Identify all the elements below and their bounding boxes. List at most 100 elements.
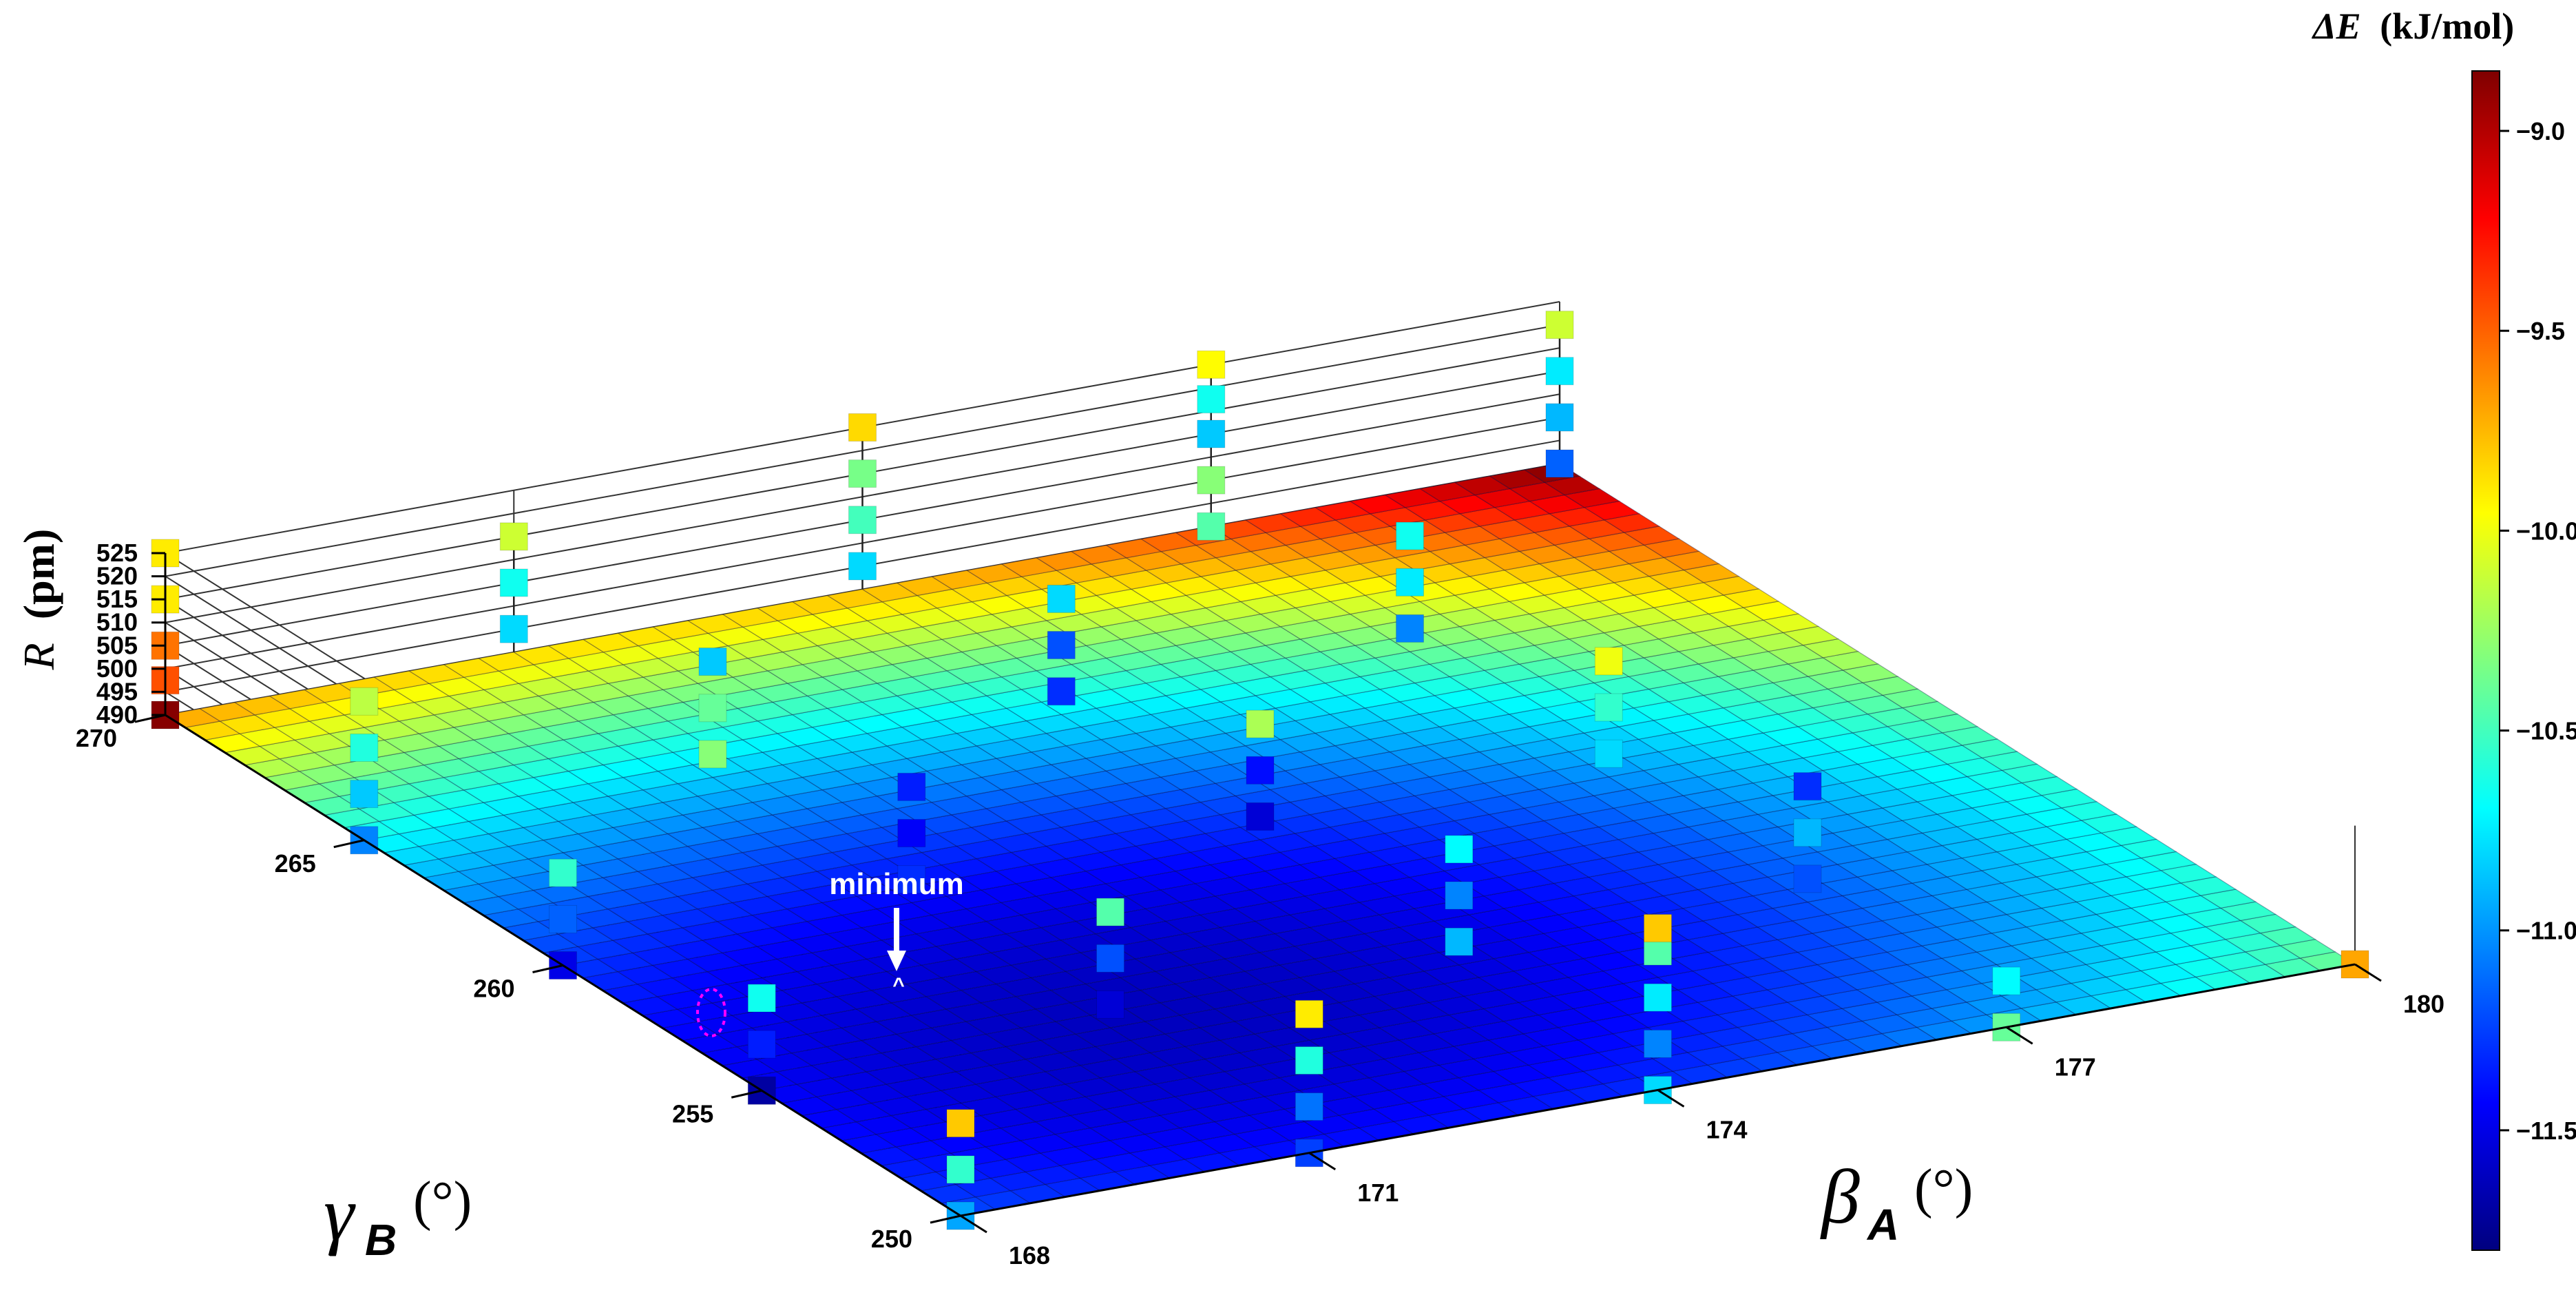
colorbar-tick-label: −10.5 bbox=[2516, 717, 2576, 745]
z-tick-label: 525 bbox=[96, 539, 138, 567]
data-point bbox=[350, 780, 379, 809]
minimum-marker: ^ bbox=[892, 974, 905, 997]
data-point bbox=[350, 687, 379, 716]
minimum-annotation: minimum ^ bbox=[829, 867, 964, 997]
data-point bbox=[1197, 466, 1226, 495]
minimum-label: minimum bbox=[829, 867, 964, 901]
data-point bbox=[897, 865, 926, 894]
z-tick-label: 490 bbox=[96, 701, 138, 729]
data-point bbox=[1545, 311, 1574, 340]
y-tick-mark bbox=[532, 964, 563, 973]
minimum-arrowhead bbox=[887, 951, 906, 971]
data-point bbox=[1545, 403, 1574, 432]
data-point bbox=[1445, 835, 1474, 864]
data-point bbox=[848, 552, 877, 581]
y-axis-subscript: B bbox=[365, 1215, 397, 1265]
y-tick-mark bbox=[333, 839, 365, 849]
colorbar-gradient bbox=[2471, 70, 2500, 1251]
x-tick-mark bbox=[1657, 1089, 1685, 1108]
x-tick-mark bbox=[960, 1214, 987, 1234]
data-point bbox=[1096, 990, 1124, 1019]
z-tick-label: 510 bbox=[96, 608, 138, 636]
data-point bbox=[698, 740, 727, 769]
colorbar-tick-label: −9.5 bbox=[2516, 317, 2565, 345]
x-tick-label: 180 bbox=[2403, 990, 2444, 1018]
colorbar-tick-label: −10.0 bbox=[2516, 517, 2576, 545]
data-point bbox=[1246, 709, 1275, 738]
y-tick-label: 270 bbox=[76, 724, 117, 752]
axes: 1681711741771802502552602652704904955005… bbox=[76, 539, 2444, 1269]
data-point bbox=[1644, 914, 1672, 942]
x-axis-subscript: A bbox=[1866, 1200, 1899, 1250]
y-tick-label: 265 bbox=[275, 849, 316, 878]
data-point bbox=[1445, 927, 1474, 956]
data-point bbox=[1992, 966, 2021, 995]
data-point bbox=[1396, 614, 1424, 643]
x-tick-label: 177 bbox=[2055, 1053, 2096, 1081]
y-tick-mark bbox=[134, 714, 166, 723]
data-point bbox=[1594, 739, 1623, 768]
data-point bbox=[897, 819, 926, 847]
data-point bbox=[499, 568, 528, 597]
svg-text:R (pm): R (pm) bbox=[14, 529, 63, 671]
data-point bbox=[1396, 521, 1424, 550]
data-point bbox=[1594, 693, 1623, 722]
x-axis-unit: (°) bbox=[1914, 1159, 1973, 1219]
colorbar-ticks: −9.0 −9.5 −10.0 −10.5 −11.0 −11.5 bbox=[2500, 117, 2576, 1145]
data-point bbox=[946, 1109, 975, 1138]
data-point bbox=[1096, 898, 1124, 926]
colorbar-symbol: ΔE bbox=[2312, 6, 2361, 47]
y-tick-label: 260 bbox=[473, 975, 514, 1003]
data-point bbox=[1295, 1092, 1323, 1121]
data-point bbox=[1246, 802, 1275, 831]
data-point bbox=[747, 1030, 776, 1059]
x-tick-label: 171 bbox=[1357, 1179, 1399, 1207]
colorbar-tick-label: −11.0 bbox=[2516, 917, 2576, 945]
data-point bbox=[1644, 983, 1672, 1012]
data-point bbox=[1396, 568, 1424, 597]
energy-surface bbox=[164, 463, 2356, 1216]
z-tick-label: 495 bbox=[96, 677, 138, 705]
data-point bbox=[1197, 512, 1226, 541]
data-point bbox=[549, 904, 577, 933]
z-tick-label: 520 bbox=[96, 562, 138, 590]
x-tick-label: 168 bbox=[1009, 1241, 1050, 1269]
data-point bbox=[848, 459, 877, 488]
y-tick-label: 255 bbox=[672, 1099, 713, 1128]
data-point bbox=[1197, 350, 1226, 379]
colorbar-unit: (kJ/mol) bbox=[2380, 6, 2514, 47]
data-point bbox=[848, 506, 877, 535]
data-point bbox=[946, 1155, 975, 1184]
data-point bbox=[698, 647, 727, 676]
data-point bbox=[1197, 419, 1226, 448]
data-point bbox=[1047, 631, 1076, 659]
data-point bbox=[1246, 756, 1275, 785]
y-axis-unit: (°) bbox=[413, 1171, 472, 1232]
colorbar-tick-label: −11.5 bbox=[2516, 1117, 2576, 1145]
data-point bbox=[1047, 677, 1076, 706]
y-tick-label: 250 bbox=[871, 1225, 912, 1253]
reference-ellipse bbox=[696, 988, 726, 1037]
colorbar-title: ΔE (kJ/mol) bbox=[2312, 6, 2514, 47]
x-tick-label: 174 bbox=[1706, 1116, 1747, 1144]
z-axis-title: R (pm) bbox=[14, 529, 63, 671]
x-tick-mark bbox=[2354, 963, 2382, 982]
data-point bbox=[747, 984, 776, 1013]
data-point bbox=[1295, 1046, 1323, 1075]
y-tick-mark bbox=[930, 1214, 961, 1224]
data-point bbox=[499, 614, 528, 643]
data-point bbox=[897, 772, 926, 801]
z-axis-symbol: R bbox=[14, 643, 63, 670]
data-point bbox=[1594, 647, 1623, 676]
colorbar: ΔE (kJ/mol) −9.0 −9.5 −10.0 −10.5 −11.0 −11.5 bbox=[2312, 6, 2576, 1251]
x-axis-title: β A (°) bbox=[1820, 1154, 1973, 1250]
data-point bbox=[1197, 385, 1226, 414]
data-point bbox=[1096, 944, 1124, 973]
x-tick-mark bbox=[2005, 1026, 2033, 1045]
data-point bbox=[1445, 881, 1474, 910]
data-point bbox=[1793, 818, 1822, 847]
data-point bbox=[848, 413, 877, 442]
x-axis-symbol: β bbox=[1820, 1154, 1860, 1240]
data-point bbox=[1047, 584, 1076, 613]
x-tick-mark bbox=[1308, 1152, 1337, 1171]
